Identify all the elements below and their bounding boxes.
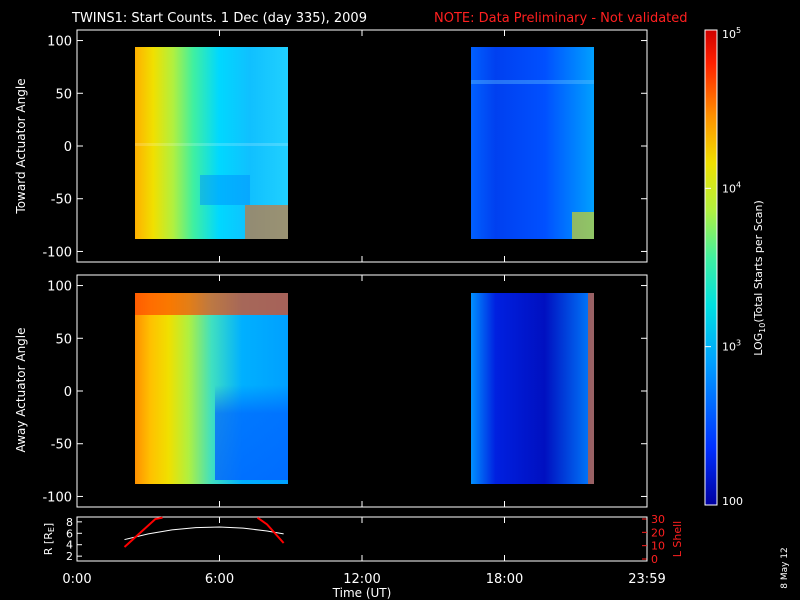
- ytick-label: 50: [55, 87, 72, 102]
- lshell-tick-label: 20: [651, 526, 665, 539]
- xtick-label: 0:00: [62, 572, 91, 587]
- lshell-line-1: [123, 516, 163, 548]
- lshell-tick-label: 10: [651, 540, 665, 553]
- ytick-label: 50: [55, 332, 72, 347]
- colorbar-tick-label: 105: [722, 26, 741, 41]
- lshell-tick-label: 0: [651, 553, 658, 566]
- toward-block-early-speckle: [245, 205, 288, 239]
- r-tick-label: 8: [66, 516, 73, 529]
- orbit-right-ylabel: L Shell: [671, 521, 684, 557]
- r-tick-label: 6: [66, 527, 73, 540]
- colorbar-ticks: 105 104 103 100: [705, 26, 743, 508]
- away-block-late: [471, 293, 594, 484]
- away-block-early-top-band: [135, 293, 288, 315]
- toward-heatmap-panel: Toward Actuator Angle 100 50 0 -50 -100: [14, 29, 648, 263]
- away-block-late-edge: [588, 293, 594, 484]
- colorbar: 105 104 103 100 LOG10(Total Starts per Scan…: [704, 26, 767, 508]
- toward-block-late-speckle: [572, 212, 594, 239]
- colorbar-label: LOG10(Total Starts per Scan): [752, 200, 767, 356]
- away-block-early-low-patch: [215, 385, 288, 480]
- ytick-label: -100: [42, 245, 72, 260]
- orbit-frame: [76, 516, 648, 562]
- colorbar-tick-label: 103: [722, 339, 741, 354]
- colorbar-gradient: [704, 29, 718, 506]
- orbit-left-ylabel: R [RE]: [42, 523, 56, 555]
- xaxis-label: Time (UT): [332, 586, 392, 600]
- ytick-label: 100: [47, 35, 72, 50]
- orbit-lines: [123, 516, 285, 548]
- toward-block-early-dark-patch: [200, 175, 250, 205]
- date-stamp: 8 May 12: [780, 547, 790, 589]
- ytick-label: 100: [47, 280, 72, 295]
- toward-block-early-highlight: [135, 143, 288, 146]
- r-tick-label: 2: [66, 550, 73, 563]
- xtick-label: 6:00: [205, 572, 234, 587]
- toward-block-late-band: [471, 80, 594, 84]
- away-ylabel: Away Actuator Angle: [14, 327, 28, 452]
- away-heatmap-panel: Away Actuator Angle 100 50 0 -50 -100: [14, 274, 648, 508]
- lshell-tick-label: 30: [651, 513, 665, 526]
- ytick-label: 0: [64, 385, 72, 400]
- lshell-line-2: [256, 516, 285, 544]
- ytick-label: -100: [42, 490, 72, 505]
- toward-block-late: [471, 47, 594, 239]
- ytick-label: -50: [51, 438, 72, 453]
- time-axis: 0:00 6:00 12:00 18:00 23:59: [62, 30, 666, 587]
- colorbar-tick-label: 104: [722, 180, 741, 195]
- xtick-label: 18:00: [486, 572, 523, 587]
- xtick-label: 23:59: [628, 572, 665, 587]
- preliminary-note: NOTE: Data Preliminary - Not validated: [434, 11, 688, 26]
- ytick-label: -50: [51, 193, 72, 208]
- radius-line: [124, 526, 284, 541]
- toward-ylabel: Toward Actuator Angle: [14, 78, 28, 214]
- xtick-label: 12:00: [343, 572, 380, 587]
- r-tick-label: 4: [66, 539, 73, 552]
- ytick-label: 0: [64, 140, 72, 155]
- colorbar-tick-label: 100: [722, 495, 743, 508]
- chart-title: TWINS1: Start Counts. 1 Dec (day 335), 2…: [71, 11, 367, 26]
